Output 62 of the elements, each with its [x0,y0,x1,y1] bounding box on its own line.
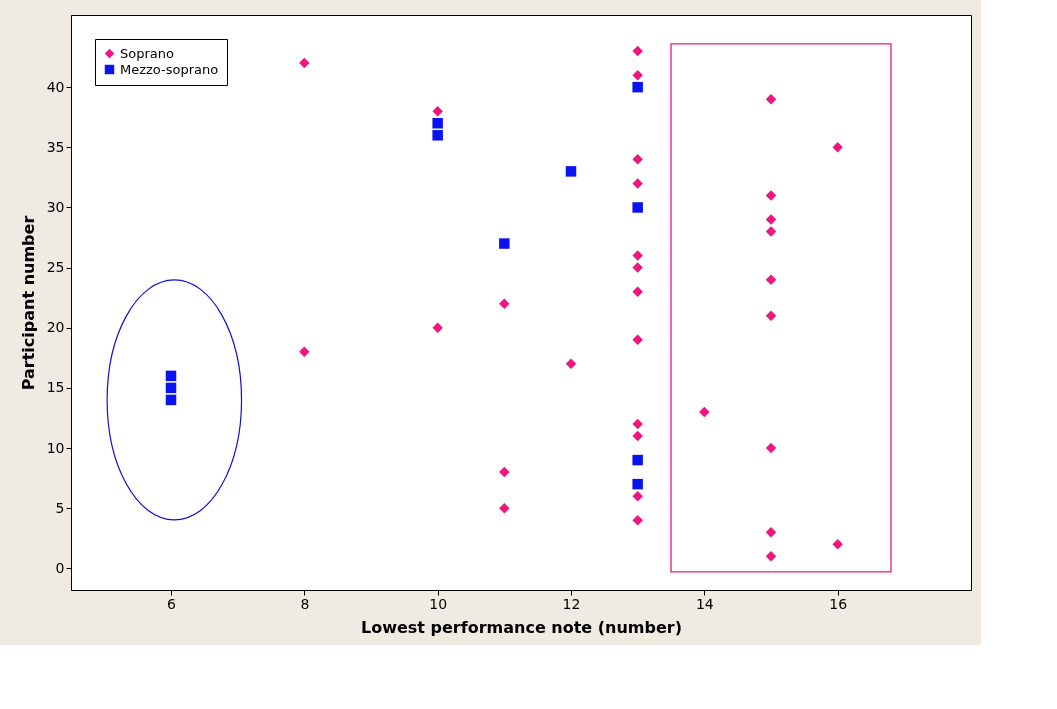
point [632,490,643,502]
point [632,262,643,273]
y-tick-label: 10 [46,439,65,456]
x-tick-label: 12 [562,595,581,612]
point [765,527,777,538]
point [765,190,777,201]
y-tick-label: 5 [55,499,65,516]
x-tick-label: 8 [300,595,310,612]
point [565,358,577,370]
point [765,93,777,105]
x-tick-label: 6 [167,595,177,612]
point [632,178,643,189]
y-tick-label: 15 [46,379,65,396]
point [632,514,643,526]
point [632,154,643,165]
point [432,322,443,334]
point [499,298,510,309]
legend-label: Mezzo-soprano [120,61,219,77]
point [765,226,777,237]
x-tick-label: 16 [829,595,848,612]
point [299,57,310,69]
point [632,202,643,213]
y-tick-label: 30 [46,198,65,215]
point [632,250,643,261]
point [165,394,177,406]
point [632,454,643,466]
point [632,81,643,93]
x-axis-title: Lowest performance note (number) [360,617,683,637]
point [632,69,643,81]
point [632,478,643,490]
point [432,105,443,117]
point [765,551,777,562]
point [832,539,843,550]
point [632,286,643,297]
point [632,45,643,57]
point [499,466,510,478]
x-tick-label: 14 [695,595,714,612]
y-tick-label: 35 [46,138,65,155]
point [499,238,510,249]
x-tick-label: 10 [429,595,448,612]
y-tick-label: 20 [46,319,65,336]
y-tick-label: 25 [46,259,65,276]
y-axis-title: Participant number [18,215,38,391]
y-tick-label: 0 [55,559,65,576]
point [432,130,443,141]
point [632,334,643,346]
point [832,142,843,153]
point [165,370,177,382]
y-tick-label: 40 [46,78,65,95]
point [632,430,643,442]
point [765,274,777,285]
point [299,346,310,358]
point [765,214,777,225]
point [165,382,177,394]
legend-label: Soprano [120,45,175,61]
point [699,406,710,418]
point [565,166,577,177]
point [765,310,777,321]
point [432,118,443,129]
point [499,502,510,514]
point [632,418,643,430]
point [765,442,777,454]
